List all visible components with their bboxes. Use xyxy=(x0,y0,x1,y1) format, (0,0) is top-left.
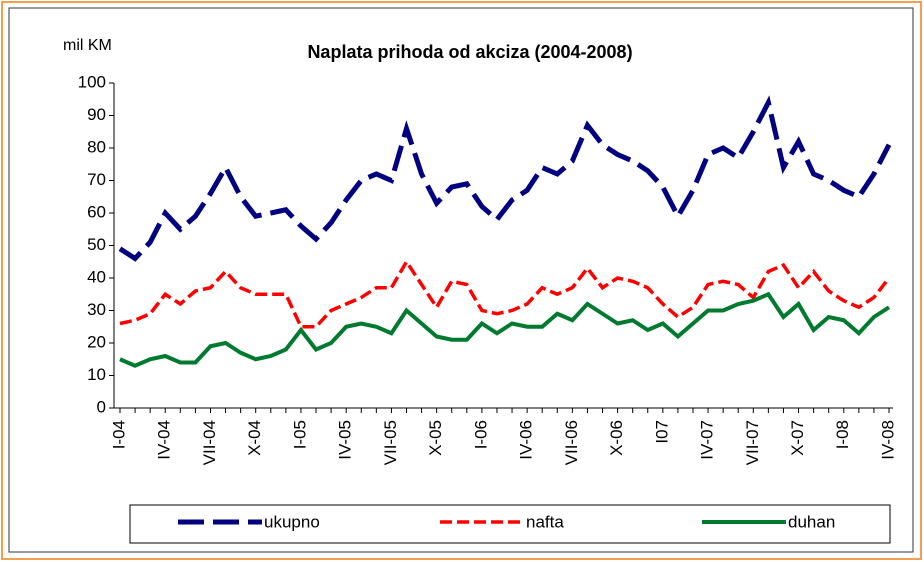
series-line xyxy=(119,258,891,329)
x-tick-label: I-04 xyxy=(109,420,128,449)
y-tick-label: 50 xyxy=(87,235,106,254)
x-tick-label: IV-07 xyxy=(698,420,717,460)
x-tick-label: X-06 xyxy=(607,420,626,456)
x-tick-label: IV-04 xyxy=(155,420,174,460)
y-axis-label: mil KM xyxy=(63,37,112,54)
x-tick-label: I-08 xyxy=(833,420,852,449)
legend-box xyxy=(129,504,891,544)
x-tick-label: X-07 xyxy=(788,420,807,456)
y-tick-label: 60 xyxy=(87,202,106,221)
legend-label: duhan xyxy=(788,512,835,531)
chart-frame xyxy=(8,7,914,553)
legend-label: nafta xyxy=(526,512,564,531)
x-tick-label: VII-04 xyxy=(200,420,219,465)
y-tick-label: 0 xyxy=(97,397,106,416)
y-tick-label: 30 xyxy=(87,300,106,319)
x-tick-label: I-06 xyxy=(471,420,490,449)
y-tick-label: 20 xyxy=(87,332,106,351)
x-tick-label: VII-06 xyxy=(562,420,581,465)
x-tick-label: IV-05 xyxy=(336,420,355,460)
x-tick-label: IV-06 xyxy=(517,420,536,460)
x-tick-label: VII-07 xyxy=(743,420,762,465)
y-tick-label: 10 xyxy=(87,365,106,384)
x-tick-label: VII-05 xyxy=(381,420,400,465)
series-line xyxy=(119,291,891,368)
legend-label: ukupno xyxy=(264,512,320,531)
y-tick-label: 90 xyxy=(87,105,106,124)
x-tick-label: X-04 xyxy=(245,420,264,456)
y-tick-label: 70 xyxy=(87,170,106,189)
x-tick-label: X-05 xyxy=(426,420,445,456)
y-tick-label: 100 xyxy=(78,72,106,91)
chart-title: Naplata prihoda od akciza (2004-2008) xyxy=(307,42,632,62)
y-tick-label: 40 xyxy=(87,267,106,286)
x-tick-label: I07 xyxy=(652,420,671,444)
y-tick-label: 80 xyxy=(87,137,106,156)
x-tick-label: I-05 xyxy=(290,420,309,449)
x-tick-label: IV-08 xyxy=(878,420,897,460)
series-line xyxy=(118,95,892,262)
